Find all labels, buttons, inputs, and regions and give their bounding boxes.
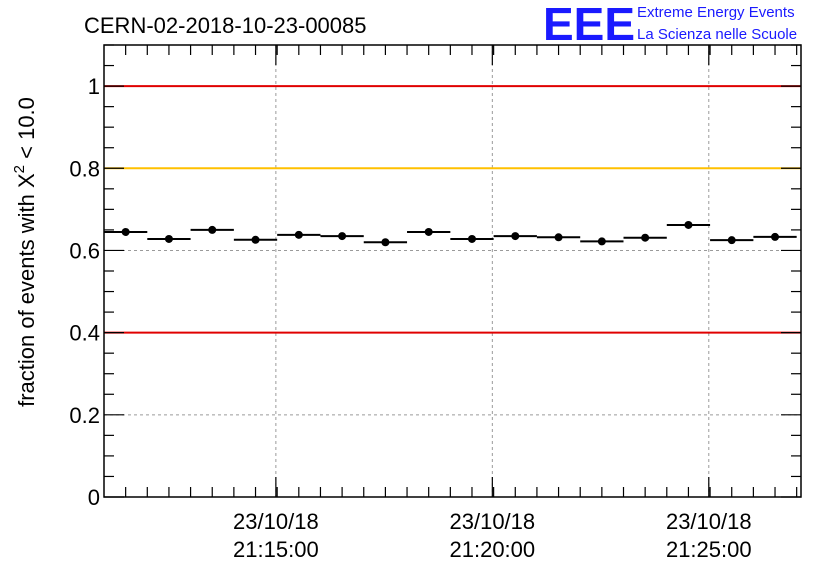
- data-point-4: [294, 230, 303, 239]
- data-point-12: [641, 233, 650, 242]
- y-tick-label-2: 0.4: [69, 321, 100, 346]
- chart-title: CERN-02-2018-10-23-00085: [84, 13, 367, 38]
- data-points: [104, 220, 797, 247]
- data-point-2: [208, 225, 217, 234]
- data-point-8: [467, 234, 476, 243]
- logo-line-2: La Scienza nelle Scuole: [637, 26, 797, 43]
- data-point-7: [424, 227, 433, 236]
- x-tick-label-time-1: 21:20:00: [450, 537, 536, 562]
- x-tick-label-date-2: 23/10/18: [666, 509, 752, 534]
- y-axis-label-suffix: < 10.0: [14, 97, 39, 165]
- grid-lines: [104, 45, 801, 497]
- data-point-13: [684, 220, 693, 229]
- x-tick-label-time-2: 21:25:00: [666, 537, 752, 562]
- data-point-10: [554, 233, 563, 242]
- data-point-15: [771, 232, 780, 241]
- data-point-1: [164, 234, 173, 243]
- y-axis-label-symbol: X: [14, 173, 39, 188]
- data-point-5: [338, 232, 347, 241]
- data-point-14: [727, 236, 736, 245]
- axis-ticks: 0 0.2 0.4 0.6 0.8 1 23/10/18 21:15:00 23/10/18 21…: [69, 44, 801, 562]
- data-point-6: [381, 238, 390, 247]
- y-tick-label-0: 0: [88, 485, 100, 510]
- y-axis-label: fraction of events with X2 < 10.0: [11, 97, 39, 407]
- y-axis-label-prefix: fraction of events with: [14, 188, 39, 407]
- x-tick-label-date-1: 23/10/18: [450, 509, 536, 534]
- data-point-9: [511, 232, 520, 241]
- data-point-0: [121, 227, 130, 236]
- y-tick-label-3: 0.6: [69, 238, 100, 263]
- plot-frame: [103, 44, 802, 498]
- logo-mark: EEE: [543, 0, 635, 50]
- y-tick-label-4: 0.8: [69, 156, 100, 181]
- logo-line-1: Extreme Energy Events: [637, 4, 795, 21]
- data-point-11: [597, 237, 606, 246]
- eee-logo: EEE Extreme Energy Events La Scienza nel…: [543, 0, 797, 50]
- reference-lines: [104, 85, 801, 334]
- x-tick-label-time-0: 21:15:00: [233, 537, 319, 562]
- y-tick-label-1: 0.2: [69, 403, 100, 428]
- x-tick-label-date-0: 23/10/18: [233, 509, 319, 534]
- y-axis-label-superscript: 2: [11, 165, 28, 173]
- y-tick-label-5: 1: [88, 74, 100, 99]
- data-point-3: [251, 235, 260, 244]
